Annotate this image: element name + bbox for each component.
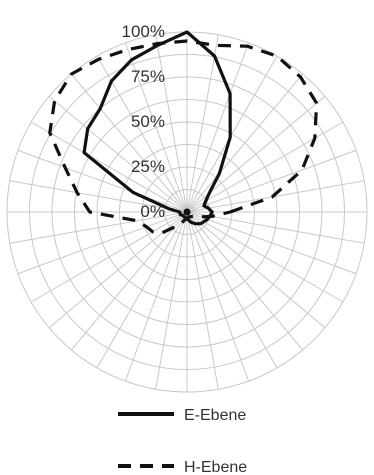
radial-tick-label: 75% bbox=[131, 67, 165, 86]
grid-spoke bbox=[124, 42, 188, 213]
series-layer bbox=[48, 30, 319, 235]
grid-spoke bbox=[186, 121, 344, 213]
grid-spoke bbox=[155, 34, 188, 213]
grid-spoke bbox=[186, 149, 357, 213]
series-line-e-ebene bbox=[82, 30, 232, 226]
series-line-h-ebene bbox=[48, 39, 319, 235]
radial-tick-label: 50% bbox=[131, 112, 165, 131]
grid-spoke bbox=[186, 180, 365, 213]
grid-spoke bbox=[186, 211, 278, 369]
grid-spoke bbox=[186, 34, 219, 213]
radial-tick-label: 25% bbox=[131, 157, 165, 176]
legend: E-Ebene H-Ebene bbox=[118, 407, 247, 475]
grid-spoke bbox=[17, 211, 188, 275]
grid-spoke bbox=[70, 73, 188, 213]
legend-label-h-ebene: H-Ebene bbox=[184, 459, 247, 475]
grid-spoke bbox=[96, 211, 188, 369]
grid-spoke bbox=[186, 211, 357, 275]
grid-spoke bbox=[186, 211, 365, 244]
grid-spoke bbox=[17, 149, 188, 213]
grid-spoke bbox=[70, 211, 188, 351]
radial-tick-labels: 0% 25% 50% 75% 100% bbox=[122, 22, 165, 221]
grid-spoke bbox=[48, 95, 188, 213]
radial-tick-label: 100% bbox=[122, 22, 165, 41]
grid-spoke bbox=[9, 180, 188, 213]
grid-spoke bbox=[9, 211, 188, 244]
grid-spoke bbox=[30, 121, 188, 213]
grid-spoke bbox=[30, 211, 188, 303]
grid-spoke bbox=[186, 211, 344, 303]
grid-spoke bbox=[186, 42, 250, 213]
center-point bbox=[183, 208, 191, 216]
grid-spoke bbox=[186, 211, 326, 329]
grid-spoke bbox=[186, 211, 304, 351]
legend-label-e-ebene: E-Ebene bbox=[184, 407, 246, 424]
grid-spoke bbox=[186, 211, 219, 390]
grid-spoke bbox=[186, 211, 250, 382]
grid-spoke bbox=[155, 211, 188, 390]
grid-spoke bbox=[186, 73, 304, 213]
radial-tick-label: 0% bbox=[140, 202, 165, 221]
grid-spoke bbox=[186, 55, 278, 213]
grid-spoke bbox=[124, 211, 188, 382]
